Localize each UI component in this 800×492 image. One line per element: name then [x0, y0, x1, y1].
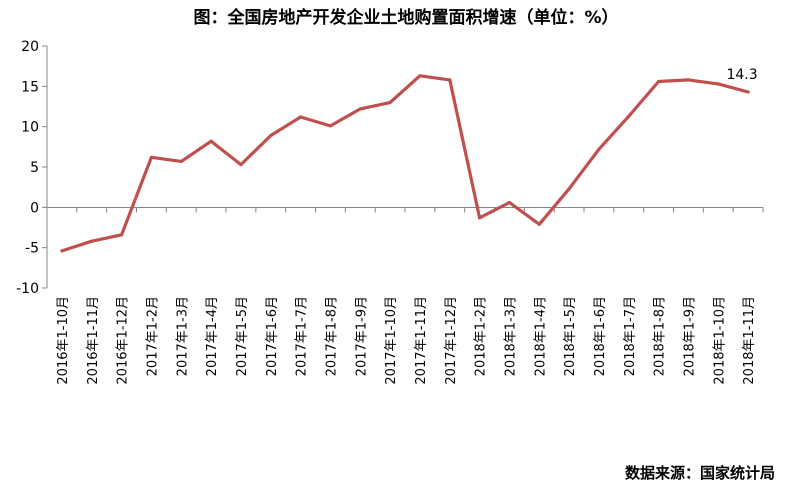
data-point [90, 239, 94, 243]
data-point [60, 249, 64, 253]
y-tick-label: 20 [21, 39, 39, 55]
x-tick-label: 2018年1-3月 [503, 296, 518, 376]
data-point [537, 222, 541, 226]
data-point [477, 216, 482, 220]
x-tick-label: 2017年1-2月 [145, 296, 160, 376]
x-tick-label: 2018年1-11月 [742, 296, 757, 385]
x-axis: 2016年1-10月 2016年1-11月 2016年1-12月 2017年1-2月 2… [46, 207, 764, 385]
data-point [328, 124, 333, 128]
x-tick-label: 2016年1-11月 [86, 296, 101, 385]
x-tick-label: 2018年1-2月 [474, 296, 489, 376]
data-point [656, 79, 661, 84]
x-tick-label: 2018年1-4月 [533, 296, 548, 376]
x-tick-label: 2017年1-9月 [354, 296, 369, 376]
x-tick-label: 2018年1-10月 [712, 296, 727, 385]
x-tick-label: 2016年1-10月 [56, 296, 71, 385]
data-point [388, 100, 392, 105]
x-tick-label: 2017年1-10月 [384, 296, 399, 385]
x-tick-label: 2017年1-5月 [235, 296, 250, 376]
y-axis: -10 -5 0 5 10 15 20 [16, 39, 48, 297]
data-point [418, 74, 422, 78]
y-tick-label: 5 [30, 160, 39, 176]
data-point [358, 107, 362, 111]
x-tick-label: 2016年1-12月 [116, 296, 131, 385]
data-point [627, 114, 631, 118]
data-point [239, 162, 243, 167]
data-point [597, 147, 601, 151]
x-tick-label: 2017年1-7月 [295, 296, 310, 376]
data-point [209, 139, 213, 143]
x-tick-label: 2018年1-5月 [563, 296, 578, 376]
x-tick-label: 2017年1-4月 [205, 296, 220, 376]
chart-title: 图：全国房地产开发企业土地购置面积增速（单位：%） [193, 7, 618, 28]
source-note: 数据来源：国家统计局 [625, 464, 775, 482]
data-point [686, 78, 691, 82]
x-tick-label: 2018年1-7月 [623, 296, 638, 376]
data-point [746, 90, 750, 94]
data-point [269, 133, 273, 138]
y-tick-label: 10 [21, 120, 39, 136]
data-point [507, 200, 512, 205]
y-tick-label: -10 [16, 281, 39, 297]
x-tick-label: 2018年1-9月 [682, 296, 697, 376]
x-tick-label: 2017年1-12月 [444, 296, 459, 385]
y-tick-label: 15 [21, 79, 39, 95]
data-point [567, 187, 571, 191]
data-point [179, 159, 183, 163]
y-tick-label: -5 [25, 241, 39, 257]
x-tick-label: 2017年1-8月 [324, 296, 339, 376]
x-tick-label: 2018年1-6月 [593, 296, 608, 376]
annotation-label: 14.3 [726, 67, 757, 83]
x-tick-label: 2017年1-11月 [414, 296, 429, 385]
series-line [60, 74, 750, 253]
x-tick-label: 2018年1-8月 [653, 296, 668, 376]
data-point [716, 82, 720, 86]
data-points [60, 74, 750, 253]
y-tick-label: 0 [30, 200, 39, 216]
data-point [448, 78, 452, 82]
data-point [149, 155, 154, 159]
data-point [119, 233, 124, 237]
data-point [298, 115, 303, 119]
x-tick-label: 2017年1-6月 [265, 296, 280, 376]
x-tick-label: 2017年1-3月 [175, 296, 190, 376]
